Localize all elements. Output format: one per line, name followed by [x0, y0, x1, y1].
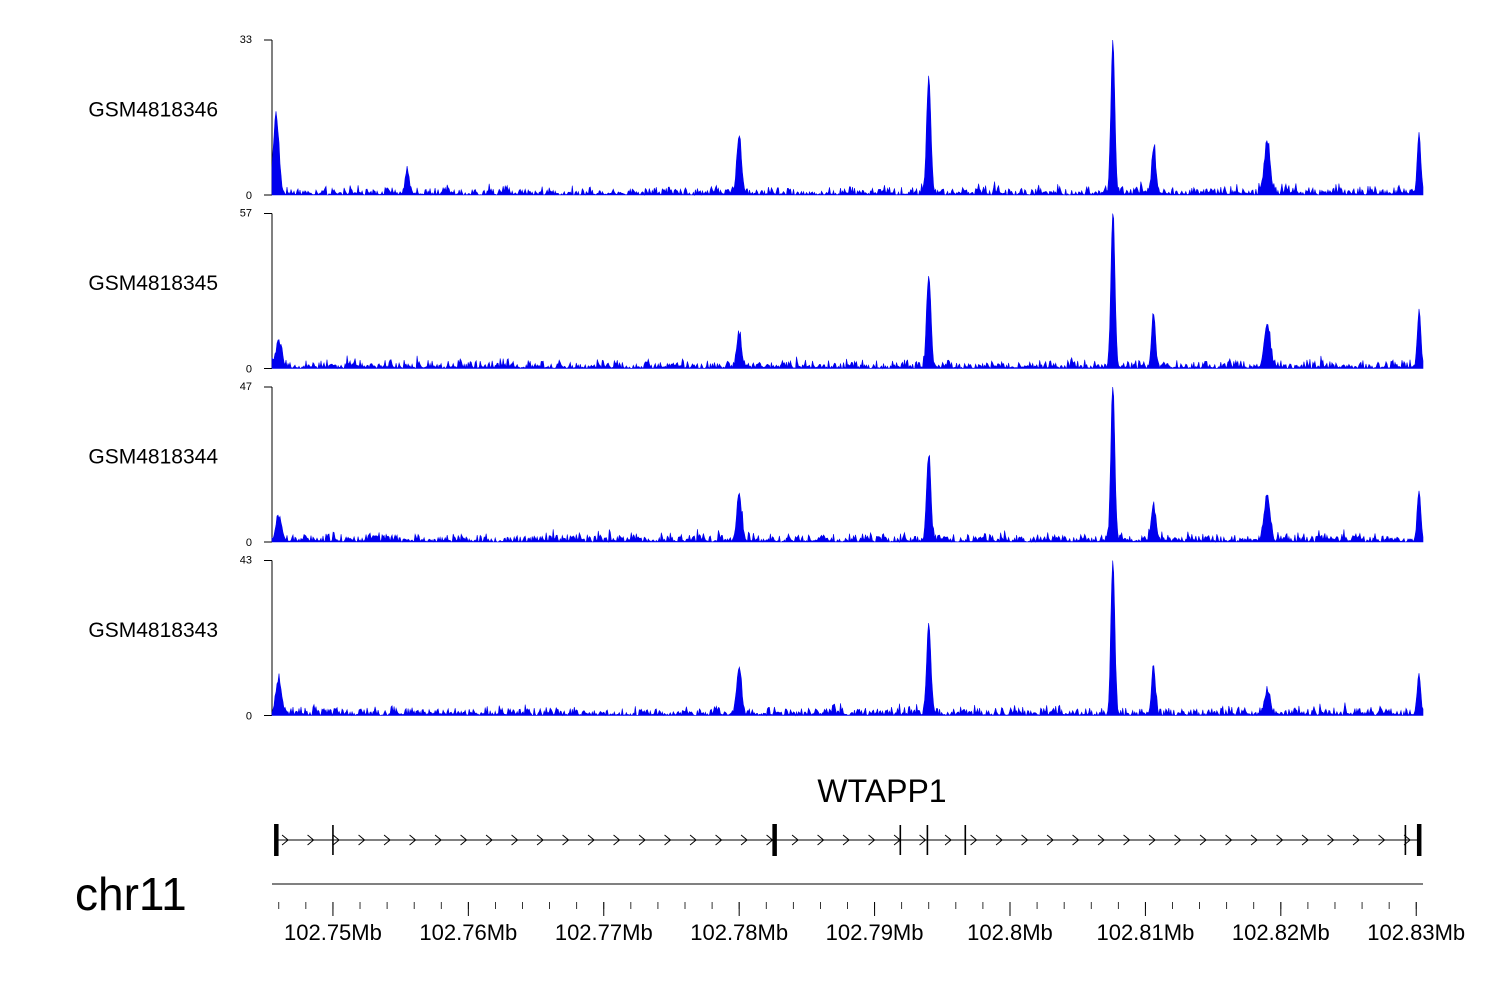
axis-tick-label: 102.8Mb — [967, 920, 1053, 945]
coverage-area — [272, 40, 1423, 195]
coverage-area — [272, 214, 1423, 369]
chromosome-label: chr11 — [75, 868, 187, 920]
genome-axis: 102.75Mb 102.76Mb 102.77Mb 102.78Mb 102.79Mb… — [272, 884, 1465, 945]
y-tick-label: 0 — [246, 190, 252, 202]
coverage-area — [272, 387, 1423, 542]
axis-tick-label: 102.78Mb — [690, 920, 788, 945]
exon — [274, 824, 279, 856]
y-tick-label: 0 — [246, 711, 252, 723]
track-label: GSM4818345 — [88, 272, 218, 295]
y-tick-label: 33 — [240, 34, 252, 46]
axis-tick-label: 102.83Mb — [1367, 920, 1465, 945]
track-label: GSM4818346 — [88, 99, 218, 122]
axis-tick-label: 102.77Mb — [555, 920, 653, 945]
y-tick-label: 0 — [246, 537, 252, 549]
y-tick-label: 47 — [240, 381, 252, 393]
axis-tick-label: 102.79Mb — [826, 920, 924, 945]
y-tick-label: 57 — [240, 208, 252, 220]
track-label: GSM4818344 — [88, 446, 218, 469]
axis-tick-label: 102.76Mb — [419, 920, 517, 945]
track-GSM4818345: GSM4818345 57 0 — [88, 208, 1423, 376]
y-tick-label: 43 — [240, 555, 252, 567]
coverage-area — [272, 561, 1423, 716]
gene-model — [274, 824, 1421, 856]
track-GSM4818346: GSM4818346 33 0 — [88, 34, 1423, 202]
track-GSM4818343: GSM4818343 43 0 — [88, 555, 1423, 723]
gene-name-label: WTAPP1 — [817, 773, 946, 809]
y-tick-label: 0 — [246, 364, 252, 376]
exon — [772, 824, 777, 856]
track-GSM4818344: GSM4818344 47 0 — [88, 381, 1423, 549]
track-label: GSM4818343 — [88, 619, 218, 642]
gene-annotation-track: WTAPP1 — [274, 773, 1421, 856]
axis-tick-label: 102.81Mb — [1096, 920, 1194, 945]
exon — [1417, 824, 1422, 856]
axis-tick-label: 102.75Mb — [284, 920, 382, 945]
coverage-tracks: GSM4818346330GSM4818345570GSM4818344470G… — [88, 34, 1423, 723]
axis-tick-label: 102.82Mb — [1232, 920, 1330, 945]
